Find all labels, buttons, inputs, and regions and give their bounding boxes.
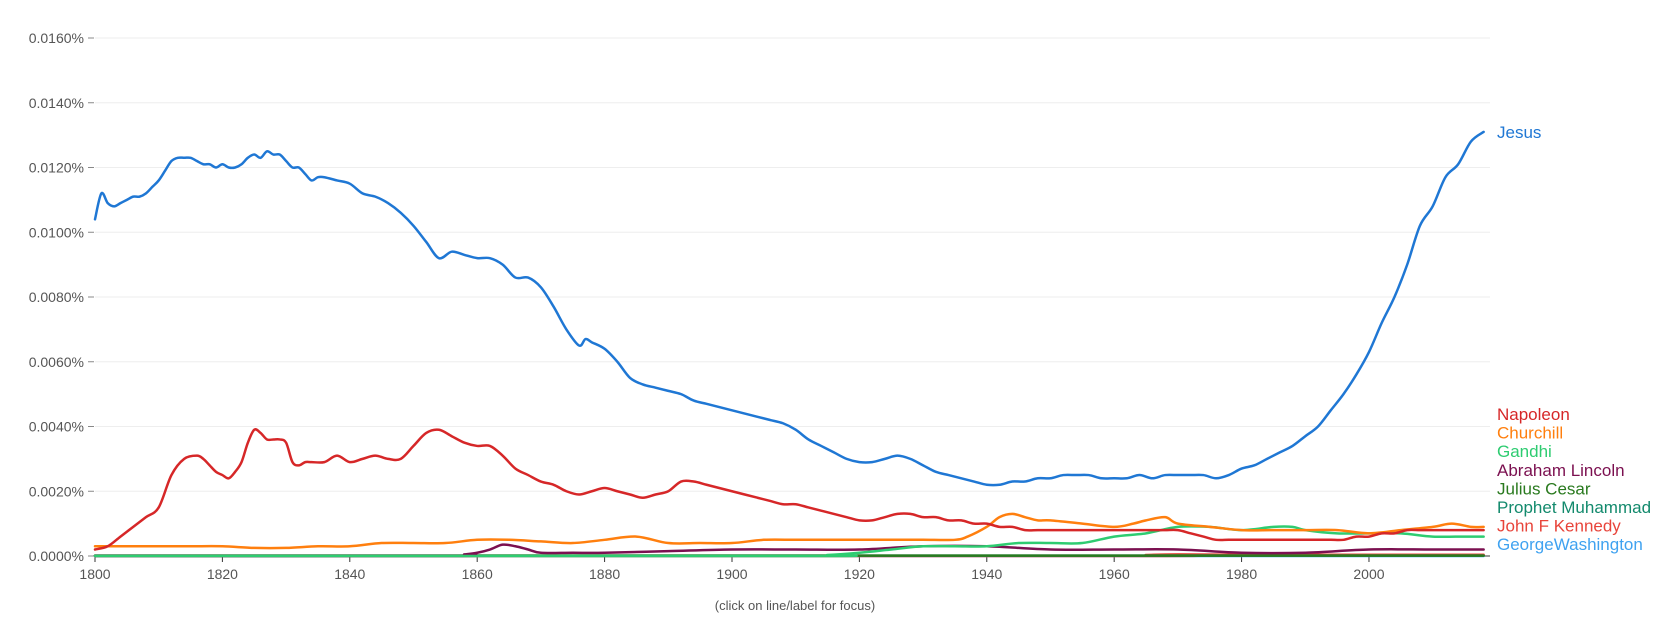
series-label-jesus[interactable]: Jesus [1497, 123, 1541, 142]
y-tick-label: 0.0000% [29, 548, 84, 564]
series-label-churchill[interactable]: Churchill [1497, 424, 1563, 443]
x-tick-label: 1940 [971, 566, 1002, 582]
series-label-gandhi[interactable]: Gandhi [1497, 442, 1552, 461]
series-label-georgewashington[interactable]: GeorgeWashington [1497, 535, 1643, 554]
axes: 0.0000% 0.0020% 0.0040% 0.0060% 0.0080% 0.010… [29, 30, 1490, 582]
x-tick-label: 1920 [844, 566, 875, 582]
focus-hint: (click on line/label for focus) [714, 598, 876, 613]
series-line-jesus[interactable] [93, 130, 1485, 487]
grid-lines [95, 37, 1490, 557]
y-tick-label: 0.0080% [29, 289, 84, 305]
series-line-napoleon[interactable] [93, 428, 1485, 551]
series-label-abraham-lincoln[interactable]: Abraham Lincoln [1497, 461, 1625, 480]
y-tick-label: 0.0160% [29, 30, 84, 46]
series-line-abraham-lincoln[interactable] [93, 543, 1485, 558]
series-line-churchill[interactable] [93, 512, 1485, 550]
series-label-john-f-kennedy[interactable]: John F Kennedy [1497, 517, 1621, 536]
x-tick-label: 1800 [79, 566, 110, 582]
x-tick-label: 1960 [1099, 566, 1130, 582]
x-tick-label: 1980 [1226, 566, 1257, 582]
x-tick-label: 1840 [334, 566, 365, 582]
x-tick-label: 1860 [462, 566, 493, 582]
y-tick-label: 0.0040% [29, 419, 84, 435]
x-tick-label: 1880 [589, 566, 620, 582]
x-tick-label: 2000 [1353, 566, 1384, 582]
series-label-napoleon[interactable]: Napoleon [1497, 405, 1570, 424]
series-label-prophet-muhammad[interactable]: Prophet Muhammad [1497, 498, 1651, 517]
x-tick-label: 1820 [207, 566, 238, 582]
y-tick-label: 0.0100% [29, 224, 84, 240]
series-line-gandhi[interactable] [93, 524, 1485, 558]
y-tick-label: 0.0020% [29, 483, 84, 499]
x-tick-label: 1900 [716, 566, 747, 582]
series-label-julius-cesar[interactable]: Julius Cesar [1497, 479, 1591, 498]
y-tick-label: 0.0120% [29, 160, 84, 176]
y-tick-label: 0.0140% [29, 95, 84, 111]
y-tick-label: 0.0060% [29, 354, 84, 370]
series-lines[interactable] [93, 130, 1485, 558]
